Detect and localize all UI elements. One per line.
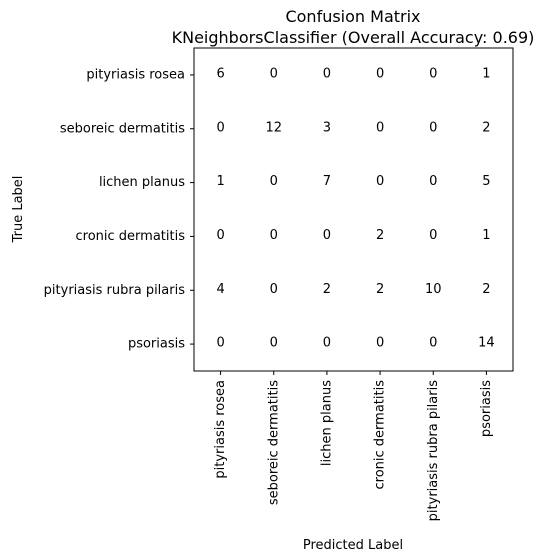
cell-value: 0	[429, 120, 437, 135]
cell-value: 0	[376, 66, 384, 81]
cell-value: 0	[216, 336, 224, 351]
cell-value: 5	[482, 174, 490, 189]
x-axis-label: Predicted Label	[303, 538, 403, 553]
cell-value: 0	[376, 174, 384, 189]
cell-value: 0	[216, 120, 224, 135]
cell-value: 0	[270, 282, 278, 297]
cell-value: 6	[216, 66, 224, 81]
cell-value: 0	[323, 336, 331, 351]
x-tick-label: psoriasis	[479, 380, 494, 437]
cell-value: 2	[323, 282, 331, 297]
cell-labels: 6 0 0 0 0 10 12 3 0 0 21 0 7 0 0 50 0 0 2 0 14 0 2 2 10 20 0 0 0 0 14	[216, 66, 494, 350]
y-tick-labels: pityriasis rosea seboreic dermatitis liche…	[44, 67, 194, 352]
cell-value: 0	[429, 336, 437, 351]
cell-value: 0	[429, 228, 437, 243]
y-tick-label: psoriasis	[128, 337, 185, 352]
x-tick-label: cronic dermatitis	[373, 380, 388, 490]
x-tick-label: pityriasis rosea	[213, 380, 228, 479]
cell-value: 1	[216, 174, 224, 189]
cell-value: 0	[376, 336, 384, 351]
x-tick-label: seboreic dermatitis	[266, 380, 281, 505]
cell-value: 3	[323, 120, 331, 135]
chart-title: Confusion Matrix	[285, 7, 420, 26]
cell-value: 10	[425, 282, 442, 297]
cell-value: 14	[478, 336, 495, 351]
y-tick-label: lichen planus	[99, 175, 185, 190]
cell-value: 0	[323, 228, 331, 243]
cell-value: 2	[376, 282, 384, 297]
chart-subtitle: KNeighborsClassifier (Overall Accuracy: …	[172, 28, 535, 47]
cell-value: 0	[429, 66, 437, 81]
cell-value: 4	[216, 282, 224, 297]
cell-value: 2	[482, 282, 490, 297]
cell-value: 0	[270, 336, 278, 351]
y-tick-label: cronic dermatitis	[76, 229, 186, 244]
plot-frame	[193, 47, 514, 372]
cell-value: 0	[323, 66, 331, 81]
cell-value: 2	[482, 120, 490, 135]
cell-value: 1	[482, 228, 490, 243]
cell-value: 0	[216, 228, 224, 243]
cell-value: 0	[270, 228, 278, 243]
cell-value: 1	[482, 66, 490, 81]
x-tick-labels: pityriasis rosea seboreic dermatitis liche…	[213, 371, 494, 521]
cell-value: 2	[376, 228, 384, 243]
y-tick-label: seboreic dermatitis	[60, 121, 185, 136]
cell-value: 0	[270, 66, 278, 81]
y-tick-label: pityriasis rosea	[86, 67, 185, 82]
cell-value: 0	[429, 174, 437, 189]
y-axis-label: True Label	[11, 176, 26, 244]
x-tick-label: pityriasis rubra pilaris	[426, 380, 441, 522]
x-tick-label: lichen planus	[319, 380, 334, 466]
cell-value: 7	[323, 174, 331, 189]
y-tick-label: pityriasis rubra pilaris	[44, 283, 186, 298]
cell-value: 0	[376, 120, 384, 135]
cell-value: 0	[270, 174, 278, 189]
cell-value: 12	[266, 120, 283, 135]
